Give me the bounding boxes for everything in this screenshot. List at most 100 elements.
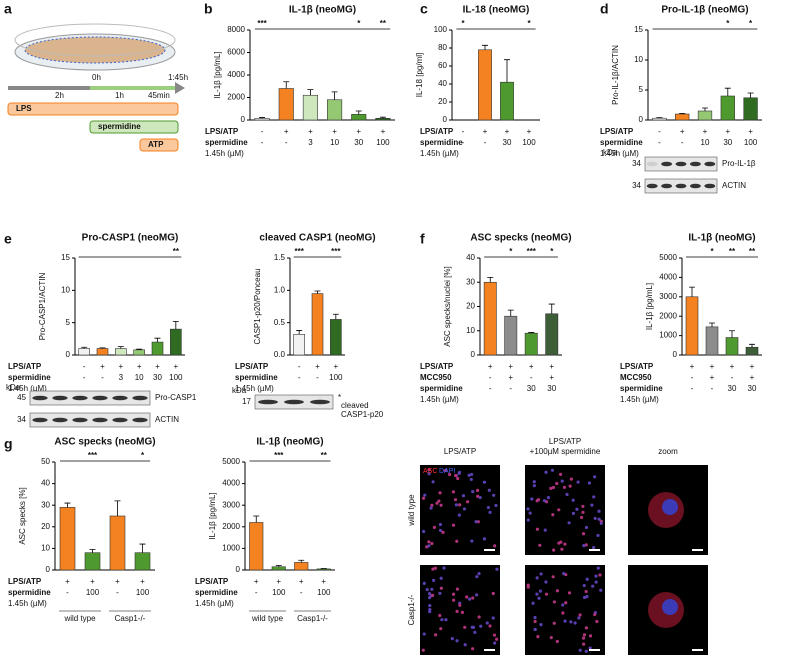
bar (500, 81, 514, 121)
y-tick-label: 4000 (659, 273, 677, 282)
nucleus (560, 547, 564, 551)
nucleus (552, 621, 556, 625)
bar (330, 319, 342, 356)
nucleus (458, 603, 462, 607)
nucleus (546, 496, 551, 500)
nucleus (491, 616, 495, 620)
nucleus (662, 499, 678, 515)
nucleus (440, 618, 444, 622)
bar (327, 99, 343, 121)
nucleus (427, 468, 431, 472)
nucleus (471, 489, 475, 494)
significance: *** (274, 451, 284, 460)
timeline (90, 86, 175, 90)
row-label: spermidine (600, 138, 643, 147)
stain-label: DAPI (439, 468, 455, 475)
significance: ** (380, 19, 387, 28)
nucleus (430, 587, 434, 591)
row-label: LPS/ATP (620, 362, 654, 371)
bar (78, 348, 90, 356)
blot-band (132, 417, 148, 423)
nucleus (585, 577, 589, 581)
chart-title: Pro-IL-1β (neoMG) (661, 5, 748, 16)
nucleus (493, 544, 497, 548)
nucleus (455, 539, 459, 543)
nucleus (588, 646, 592, 650)
row-label: spermidine (8, 373, 51, 382)
nucleus (539, 623, 543, 627)
nucleus (555, 639, 559, 644)
blot-band (92, 417, 108, 423)
row-note: 1.45h (µM) (600, 149, 639, 158)
nucleus (578, 648, 582, 652)
bar (524, 332, 538, 356)
blot-band (310, 399, 330, 405)
nucleus (593, 475, 597, 479)
nucleus (562, 485, 567, 489)
row-value: + (508, 362, 513, 371)
nucleus (590, 503, 594, 507)
row-label: MCC950 (420, 373, 452, 382)
y-axis-label: IL-1β [pg/mL] (208, 492, 217, 539)
nucleus (432, 578, 436, 582)
row-value: 30 (153, 373, 162, 382)
nucleus (579, 515, 584, 520)
error-bar (689, 286, 695, 297)
bar (294, 562, 309, 571)
significance: * (357, 19, 361, 28)
row-value: 30 (547, 384, 556, 393)
stain-label: ASC (423, 468, 437, 475)
nucleus (477, 572, 481, 576)
row-label: MCC950 (620, 373, 652, 382)
blot-band (689, 183, 701, 189)
nucleus (587, 481, 592, 485)
chart-title: IL-1β (neoMG) (688, 233, 755, 244)
y-axis-label: Pro-CASP1/ACTIN (38, 272, 47, 340)
chart-title: IL-1β (neoMG) (256, 437, 323, 448)
blot-unit: kDa (603, 148, 618, 157)
scale-bar (692, 549, 703, 551)
error-bar (136, 348, 143, 350)
nucleus (438, 491, 442, 495)
blot-band (675, 161, 687, 167)
blot-band (132, 395, 148, 401)
row-value: - (261, 138, 264, 147)
nucleus (538, 589, 542, 593)
nucleus (438, 591, 442, 595)
nucleus (435, 501, 439, 505)
row-value: + (90, 577, 95, 586)
row-value: + (710, 373, 715, 382)
micrograph (420, 565, 500, 655)
nucleus (555, 589, 560, 593)
bar (96, 348, 109, 356)
blot-label: * (338, 393, 341, 402)
nucleus (444, 618, 448, 622)
error-bar (64, 502, 71, 508)
row-value: - (484, 138, 487, 147)
timeline (8, 86, 90, 90)
row-label: LPS/ATP (195, 577, 229, 586)
y-tick-label: 20 (41, 522, 50, 531)
group-label: wild type (251, 614, 284, 623)
error-bar (487, 277, 494, 283)
error-bar (259, 117, 266, 119)
error-bar (172, 320, 179, 330)
micrograph (420, 465, 500, 555)
nucleus (571, 511, 576, 515)
nucleus (495, 567, 499, 571)
nucleus (470, 539, 474, 543)
nucleus (431, 593, 435, 597)
significance: *** (527, 247, 537, 256)
row-value: - (731, 373, 734, 382)
bar (478, 49, 492, 121)
y-tick-label: 5000 (659, 253, 677, 262)
row-value: 10 (330, 138, 339, 147)
bar (151, 341, 164, 356)
nucleus (530, 497, 534, 501)
scale-bar (692, 649, 703, 651)
nucleus (470, 472, 474, 477)
error-bar (656, 117, 663, 119)
nucleus (439, 586, 443, 590)
blot-band (32, 395, 48, 401)
row-value: - (462, 127, 465, 136)
